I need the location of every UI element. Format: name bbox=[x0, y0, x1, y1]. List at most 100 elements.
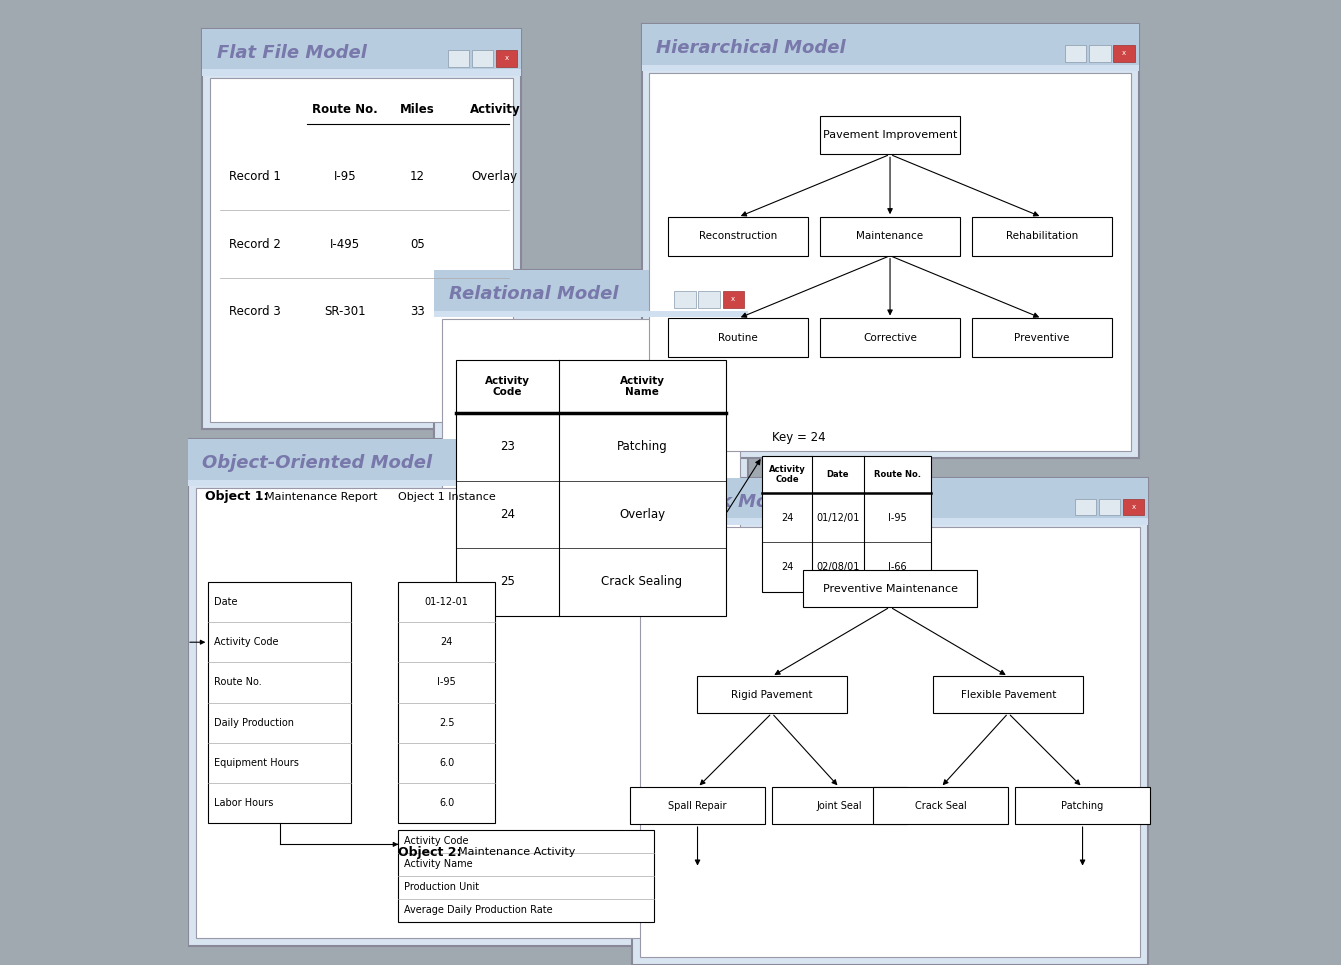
FancyBboxPatch shape bbox=[873, 787, 1008, 824]
FancyBboxPatch shape bbox=[668, 217, 809, 256]
Text: x: x bbox=[1122, 50, 1126, 56]
Text: Hierarchical Model: Hierarchical Model bbox=[656, 40, 846, 57]
FancyBboxPatch shape bbox=[762, 456, 931, 592]
FancyBboxPatch shape bbox=[472, 50, 493, 67]
FancyBboxPatch shape bbox=[202, 29, 520, 73]
FancyBboxPatch shape bbox=[434, 270, 748, 315]
FancyBboxPatch shape bbox=[821, 116, 960, 154]
Text: Spall Repair: Spall Repair bbox=[668, 801, 727, 811]
Text: Activity Code: Activity Code bbox=[215, 637, 279, 648]
Text: Pavement Improvement: Pavement Improvement bbox=[823, 130, 957, 140]
FancyBboxPatch shape bbox=[632, 478, 1148, 522]
FancyBboxPatch shape bbox=[1122, 499, 1144, 515]
Text: I-95: I-95 bbox=[334, 170, 357, 183]
Text: x: x bbox=[504, 55, 508, 61]
Text: I-495: I-495 bbox=[330, 237, 361, 251]
FancyBboxPatch shape bbox=[496, 50, 518, 67]
Text: 6.0: 6.0 bbox=[439, 798, 455, 808]
Text: Flat File Model: Flat File Model bbox=[217, 44, 367, 62]
FancyBboxPatch shape bbox=[632, 478, 1148, 965]
FancyBboxPatch shape bbox=[441, 319, 740, 624]
Text: Average Daily Production Rate: Average Daily Production Rate bbox=[404, 905, 552, 915]
FancyBboxPatch shape bbox=[649, 73, 1130, 451]
Text: Maintenance Activity: Maintenance Activity bbox=[459, 847, 575, 857]
Text: Patching: Patching bbox=[1062, 801, 1104, 811]
Text: Date: Date bbox=[215, 597, 237, 607]
Text: I-66: I-66 bbox=[888, 562, 907, 572]
FancyBboxPatch shape bbox=[972, 217, 1112, 256]
Text: Reconstruction: Reconstruction bbox=[699, 232, 778, 241]
Text: Preventive Maintenance: Preventive Maintenance bbox=[822, 584, 957, 593]
FancyBboxPatch shape bbox=[188, 439, 656, 483]
FancyBboxPatch shape bbox=[1075, 499, 1096, 515]
Text: Object 2:: Object 2: bbox=[398, 845, 461, 859]
Text: 24: 24 bbox=[780, 562, 794, 572]
FancyBboxPatch shape bbox=[933, 676, 1084, 713]
FancyBboxPatch shape bbox=[1100, 499, 1120, 515]
Text: Patching: Patching bbox=[617, 440, 668, 454]
FancyBboxPatch shape bbox=[196, 488, 648, 938]
FancyBboxPatch shape bbox=[211, 78, 514, 422]
FancyBboxPatch shape bbox=[448, 50, 469, 67]
Text: Record 3: Record 3 bbox=[229, 305, 282, 318]
Text: Crack Seal: Crack Seal bbox=[915, 801, 967, 811]
FancyBboxPatch shape bbox=[972, 318, 1112, 357]
FancyBboxPatch shape bbox=[188, 439, 656, 946]
Text: 02/08/01: 02/08/01 bbox=[817, 562, 860, 572]
Text: Record 1: Record 1 bbox=[229, 170, 282, 183]
Text: Joint Seal: Joint Seal bbox=[817, 801, 862, 811]
FancyBboxPatch shape bbox=[434, 270, 748, 632]
FancyBboxPatch shape bbox=[772, 787, 907, 824]
Text: Corrective: Corrective bbox=[864, 333, 917, 343]
Text: SR-301: SR-301 bbox=[325, 305, 366, 318]
Text: Maintenance Report: Maintenance Report bbox=[266, 492, 378, 502]
Text: Record 2: Record 2 bbox=[229, 237, 282, 251]
Text: Route No.: Route No. bbox=[215, 677, 261, 687]
Text: 24: 24 bbox=[500, 508, 515, 521]
Text: Activity: Activity bbox=[469, 102, 520, 116]
Text: x: x bbox=[1132, 504, 1136, 510]
Text: Crack Sealing: Crack Sealing bbox=[602, 575, 683, 589]
Text: Labor Hours: Labor Hours bbox=[215, 798, 274, 808]
Text: 24: 24 bbox=[780, 512, 794, 523]
Text: Maintenance: Maintenance bbox=[857, 232, 924, 241]
Text: Route No.: Route No. bbox=[312, 102, 378, 116]
Text: Activity
Name: Activity Name bbox=[620, 375, 665, 398]
FancyBboxPatch shape bbox=[202, 69, 520, 76]
Text: Activity
Code: Activity Code bbox=[485, 375, 530, 398]
FancyBboxPatch shape bbox=[668, 318, 809, 357]
Text: Activity
Code: Activity Code bbox=[768, 465, 806, 484]
FancyBboxPatch shape bbox=[583, 460, 603, 477]
Text: 33: 33 bbox=[410, 305, 425, 318]
Text: Activity Code: Activity Code bbox=[404, 837, 468, 846]
Text: 25: 25 bbox=[500, 575, 515, 589]
Text: 24: 24 bbox=[440, 637, 453, 648]
Text: Production Unit: Production Unit bbox=[404, 882, 479, 893]
Text: Preventive: Preventive bbox=[1014, 333, 1070, 343]
Text: x: x bbox=[640, 465, 644, 471]
FancyBboxPatch shape bbox=[398, 582, 495, 823]
FancyBboxPatch shape bbox=[1015, 787, 1151, 824]
Text: Object 1 Instance: Object 1 Instance bbox=[398, 492, 496, 502]
Text: Date: Date bbox=[826, 470, 849, 480]
FancyBboxPatch shape bbox=[1065, 45, 1086, 62]
FancyBboxPatch shape bbox=[641, 24, 1139, 69]
Text: Rigid Pavement: Rigid Pavement bbox=[731, 690, 813, 700]
Text: 23: 23 bbox=[500, 440, 515, 454]
Text: Flexible Pavement: Flexible Pavement bbox=[960, 690, 1055, 700]
Text: Object-Oriented Model: Object-Oriented Model bbox=[202, 455, 433, 472]
Text: Network Model: Network Model bbox=[646, 493, 801, 510]
FancyBboxPatch shape bbox=[641, 65, 1139, 71]
Text: x: x bbox=[731, 296, 735, 302]
FancyBboxPatch shape bbox=[697, 676, 846, 713]
FancyBboxPatch shape bbox=[630, 460, 652, 477]
FancyBboxPatch shape bbox=[641, 24, 1139, 458]
FancyBboxPatch shape bbox=[699, 291, 720, 308]
FancyBboxPatch shape bbox=[607, 460, 628, 477]
Text: I-95: I-95 bbox=[888, 512, 907, 523]
FancyBboxPatch shape bbox=[723, 291, 744, 308]
Text: 05: 05 bbox=[410, 237, 425, 251]
FancyBboxPatch shape bbox=[434, 311, 748, 317]
Text: Overlay: Overlay bbox=[472, 170, 518, 183]
Text: 2.5: 2.5 bbox=[439, 718, 455, 728]
